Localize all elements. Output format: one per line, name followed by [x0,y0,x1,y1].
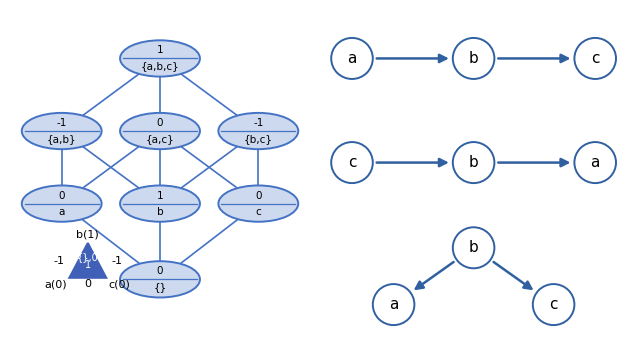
Text: b: b [468,240,479,255]
Circle shape [575,142,616,183]
Ellipse shape [120,113,200,149]
Text: a: a [348,51,356,66]
Circle shape [453,142,495,183]
Ellipse shape [22,113,102,149]
Text: -1: -1 [56,118,67,128]
Text: b: b [157,206,163,216]
Text: 0: 0 [255,191,262,201]
Text: 0: 0 [84,279,92,289]
Text: b: b [468,155,479,170]
Text: -1: -1 [253,118,264,128]
Circle shape [372,284,415,325]
Text: 1: 1 [157,46,163,56]
Ellipse shape [218,186,298,222]
Text: b: b [468,51,479,66]
Polygon shape [69,243,106,278]
Ellipse shape [218,113,298,149]
Text: a: a [591,155,600,170]
Text: -1: -1 [111,256,122,266]
Circle shape [332,142,372,183]
Text: a(0): a(0) [45,279,67,289]
Text: {a,c}: {a,c} [146,134,174,144]
Text: a: a [58,206,65,216]
Ellipse shape [120,261,200,297]
Text: c: c [255,206,261,216]
Text: 0: 0 [157,118,163,128]
Circle shape [533,284,575,325]
Circle shape [575,38,616,79]
Circle shape [453,227,495,268]
Text: c: c [348,155,356,170]
Text: 0: 0 [157,267,163,276]
Text: {a,b,c}: {a,b,c} [141,61,179,71]
Circle shape [332,38,372,79]
Text: b(1): b(1) [76,230,99,240]
Text: 0: 0 [58,191,65,201]
Circle shape [453,38,495,79]
Text: {},0: {},0 [77,252,99,262]
Text: {b,c}: {b,c} [244,134,273,144]
Text: {a,b}: {a,b} [47,134,77,144]
Text: c: c [549,297,558,312]
Text: 1: 1 [84,260,91,270]
Ellipse shape [22,186,102,222]
Text: c: c [591,51,600,66]
Text: a: a [389,297,398,312]
Text: {}: {} [154,282,166,292]
Ellipse shape [120,40,200,76]
Text: -1: -1 [53,256,64,266]
Text: c(0): c(0) [108,279,131,289]
Ellipse shape [120,186,200,222]
Text: 1: 1 [157,191,163,201]
